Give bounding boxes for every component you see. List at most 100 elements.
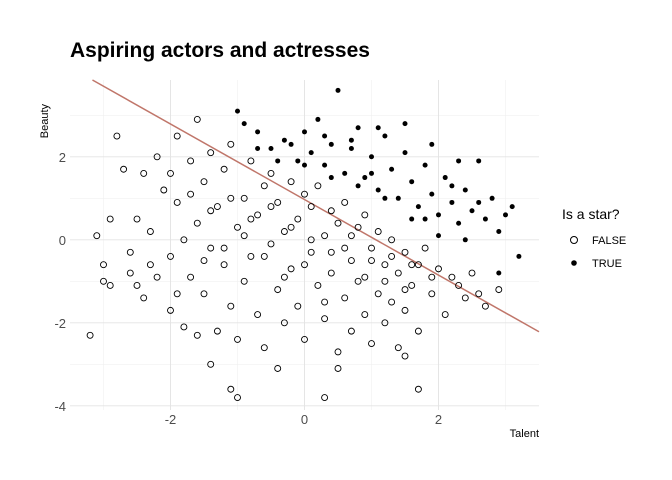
legend: Is a star? FALSE TRUE: [562, 206, 626, 270]
data-point-false: [468, 269, 476, 277]
data-point-false: [274, 365, 282, 372]
data-point-false: [260, 182, 268, 190]
data-point-true: [355, 125, 361, 131]
data-point-true: [335, 87, 341, 93]
data-point-true: [369, 170, 374, 176]
data-point-true: [422, 216, 428, 222]
data-point-false: [227, 140, 235, 148]
data-point-false: [368, 340, 375, 348]
data-point-true: [422, 162, 428, 168]
data-point-true: [281, 137, 287, 143]
data-point-false: [287, 265, 295, 273]
data-point-false: [274, 286, 282, 294]
data-point-true: [456, 158, 462, 164]
data-point-false: [100, 277, 107, 285]
y-tick-label: 2: [59, 150, 66, 165]
data-point-true: [469, 208, 475, 214]
data-point-false: [254, 211, 262, 219]
data-point-true: [509, 204, 515, 210]
x-axis-ticks: -2 0 2: [165, 412, 442, 427]
data-point-false: [294, 302, 302, 310]
data-point-false: [334, 365, 342, 372]
data-point-false: [307, 203, 315, 211]
data-point-false: [220, 165, 228, 173]
data-point-false: [187, 157, 195, 165]
data-point-false: [200, 290, 208, 298]
data-point-false: [180, 236, 188, 244]
data-point-false: [321, 315, 329, 323]
data-point-true: [449, 199, 455, 205]
data-point-true: [482, 216, 488, 222]
data-point-true: [382, 195, 388, 201]
data-point-true: [442, 175, 448, 181]
data-point-true: [322, 162, 328, 168]
data-point-false: [361, 273, 369, 281]
data-point-true: [402, 121, 408, 127]
data-point-false: [408, 261, 416, 269]
data-point-false: [207, 207, 215, 215]
data-point-true: [315, 116, 321, 122]
data-point-false: [167, 252, 174, 260]
y-tick-label: -4: [54, 399, 66, 414]
data-point-false: [381, 319, 389, 327]
data-point-true: [476, 158, 482, 164]
data-point-false: [354, 223, 362, 231]
data-point-false: [368, 244, 375, 252]
data-point-true: [415, 204, 421, 210]
data-point-false: [207, 360, 215, 368]
data-point-true: [241, 121, 247, 127]
data-point-true: [503, 212, 508, 218]
data-point-false: [408, 282, 416, 289]
legend-label-true: TRUE: [592, 258, 622, 270]
data-point-true: [328, 175, 334, 181]
data-point-false: [213, 203, 221, 211]
data-point-false: [341, 199, 349, 206]
data-point-true: [322, 133, 328, 139]
data-point-false: [347, 327, 355, 335]
data-point-false: [126, 269, 134, 277]
data-point-false: [200, 178, 208, 186]
data-point-true: [328, 141, 334, 147]
data-point-false: [267, 240, 275, 248]
data-point-false: [193, 115, 201, 123]
data-point-false: [414, 327, 422, 335]
data-point-false: [247, 252, 255, 260]
data-point-true: [275, 158, 281, 164]
data-point-false: [448, 273, 456, 281]
data-point-true: [516, 253, 522, 259]
data-point-false: [267, 203, 275, 211]
data-point-true: [348, 137, 354, 143]
data-point-false: [347, 232, 355, 240]
data-point-true: [382, 133, 388, 139]
data-point-false: [421, 244, 429, 252]
data-point-false: [307, 248, 315, 256]
data-point-false: [314, 182, 322, 190]
data-point-false: [146, 228, 154, 235]
data-point-false: [394, 344, 402, 352]
data-point-true: [409, 216, 415, 222]
data-point-false: [401, 286, 409, 294]
data-point-true: [462, 237, 468, 243]
data-point-false: [461, 294, 469, 302]
data-point-false: [301, 335, 308, 343]
chart-title: Aspiring actors and actresses: [70, 39, 370, 62]
y-axis-title: Beauty: [39, 104, 51, 139]
data-point-false: [93, 232, 101, 240]
data-point-false: [354, 277, 362, 285]
data-point-false: [160, 186, 168, 194]
data-point-false: [86, 331, 94, 339]
data-point-true: [348, 145, 354, 151]
data-point-false: [301, 261, 308, 269]
data-point-false: [414, 385, 422, 393]
data-point-true: [362, 175, 368, 181]
data-point-true: [462, 187, 468, 193]
data-point-false: [294, 215, 302, 223]
data-point-false: [153, 153, 161, 161]
data-point-false: [153, 273, 161, 281]
reference-line: [92, 79, 540, 333]
reference-line-layer: [92, 79, 540, 333]
data-point-false: [361, 211, 369, 219]
legend-title: Is a star?: [562, 206, 620, 222]
data-point-false: [435, 265, 442, 273]
data-point-false: [287, 223, 295, 231]
